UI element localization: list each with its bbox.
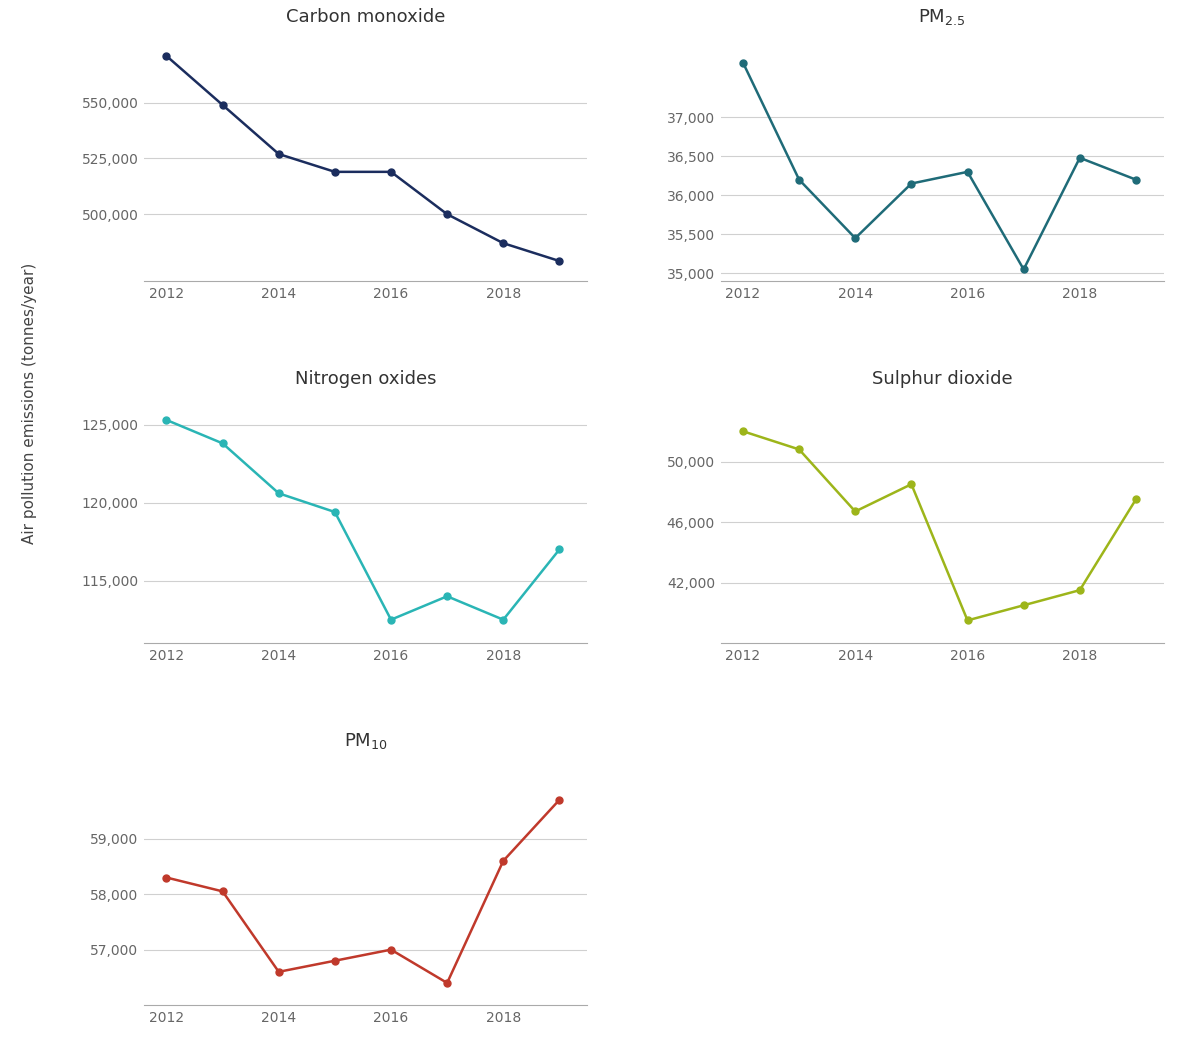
Title: Sulphur dioxide: Sulphur dioxide — [872, 370, 1013, 387]
Text: Air pollution emissions (tonnes/year): Air pollution emissions (tonnes/year) — [23, 263, 37, 543]
Title: PM$_{2.5}$: PM$_{2.5}$ — [918, 6, 966, 26]
Title: Nitrogen oxides: Nitrogen oxides — [295, 370, 437, 387]
Title: PM$_{10}$: PM$_{10}$ — [344, 731, 388, 751]
Title: Carbon monoxide: Carbon monoxide — [286, 7, 445, 26]
